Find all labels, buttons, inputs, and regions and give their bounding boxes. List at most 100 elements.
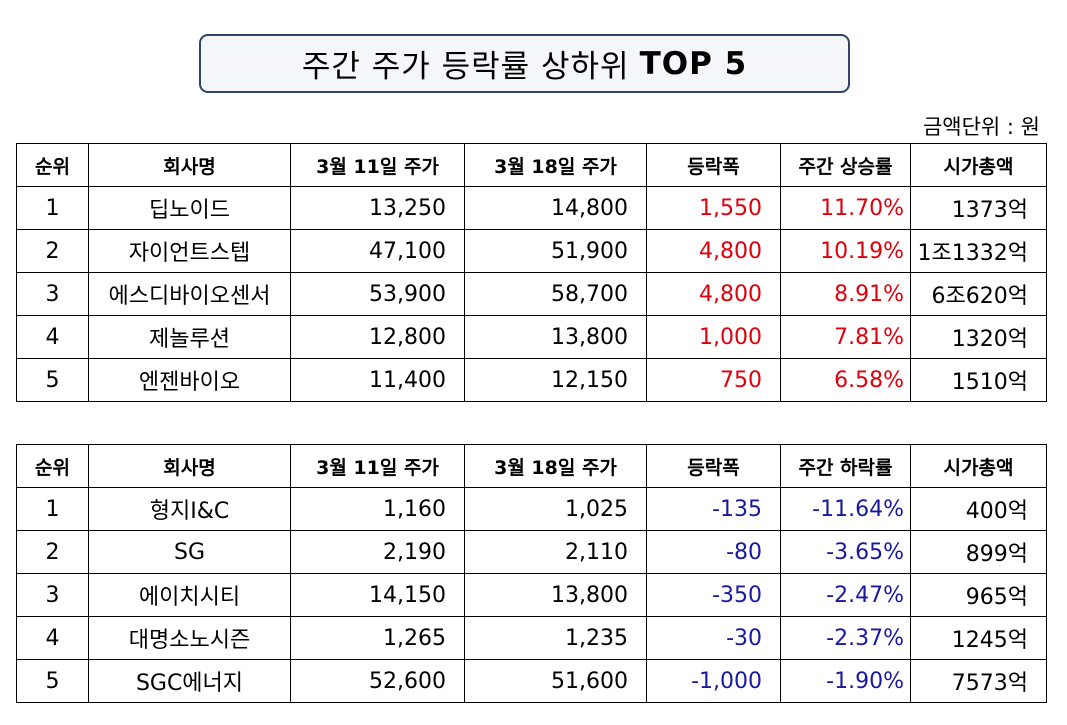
price-mar11-cell: 1,160 (290, 487, 465, 531)
table-row: 4 대명소노시즌 1,265 1,235 -30 -2.37% 1245억 (16, 616, 1047, 660)
table-row: 5 엔젠바이오 11,400 12,150 750 6.58% 1510억 (16, 358, 1047, 402)
change-cell: -350 (646, 573, 781, 617)
company-cell: 대명소노시즌 (88, 616, 291, 660)
market-cap-cell: 7573억 (910, 659, 1047, 703)
company-cell: SG (88, 530, 291, 574)
change-cell: 750 (646, 358, 781, 402)
price-mar11-cell: 53,900 (290, 272, 465, 316)
price-mar11-cell: 13,250 (290, 186, 465, 230)
header-rank: 순위 (16, 143, 89, 187)
company-cell: 엔젠바이오 (88, 358, 291, 402)
gainers-table: 순위 회사명 3월 11일 주가 3월 18일 주가 등락폭 주간 상승률 시가… (16, 143, 1047, 402)
table-row: 1 딥노이드 13,250 14,800 1,550 11.70% 1373억 (16, 186, 1047, 230)
rate-cell: -1.90% (780, 659, 911, 703)
header-rank: 순위 (16, 444, 89, 488)
market-cap-cell: 6조620억 (910, 272, 1047, 316)
rate-cell: -2.47% (780, 573, 911, 617)
losers-table: 순위 회사명 3월 11일 주가 3월 18일 주가 등락폭 주간 하락률 시가… (16, 444, 1047, 703)
title-highlight: TOP 5 (639, 45, 748, 82)
rate-cell: -2.37% (780, 616, 911, 660)
price-mar18-cell: 1,235 (464, 616, 647, 660)
price-mar11-cell: 12,800 (290, 315, 465, 359)
header-price-mar18: 3월 18일 주가 (464, 143, 647, 187)
company-cell: 에스디바이오센서 (88, 272, 291, 316)
price-mar18-cell: 2,110 (464, 530, 647, 574)
market-cap-cell: 1245억 (910, 616, 1047, 660)
header-weekly-rate: 주간 상승률 (780, 143, 911, 187)
header-change: 등락폭 (646, 143, 781, 187)
change-cell: 4,800 (646, 272, 781, 316)
header-price-mar18: 3월 18일 주가 (464, 444, 647, 488)
price-mar11-cell: 11,400 (290, 358, 465, 402)
header-company: 회사명 (88, 444, 291, 488)
price-mar11-cell: 14,150 (290, 573, 465, 617)
change-cell: 1,000 (646, 315, 781, 359)
price-mar18-cell: 14,800 (464, 186, 647, 230)
company-cell: 자이언트스텝 (88, 229, 291, 273)
market-cap-cell: 899억 (910, 530, 1047, 574)
rate-cell: 7.81% (780, 315, 911, 359)
change-cell: -135 (646, 487, 781, 531)
unit-label: 금액단위 : 원 (922, 115, 1040, 139)
change-cell: -1,000 (646, 659, 781, 703)
page-title: 주간 주가 등락률 상하위 TOP 5 (199, 34, 850, 93)
rate-cell: -11.64% (780, 487, 911, 531)
rank-cell: 2 (16, 229, 89, 273)
header-price-mar11: 3월 11일 주가 (290, 444, 465, 488)
market-cap-cell: 1373억 (910, 186, 1047, 230)
header-market-cap: 시가총액 (910, 143, 1047, 187)
market-cap-cell: 1320억 (910, 315, 1047, 359)
table-row: 2 SG 2,190 2,110 -80 -3.65% 899억 (16, 530, 1047, 574)
price-mar11-cell: 47,100 (290, 229, 465, 273)
rank-cell: 5 (16, 358, 89, 402)
table-row: 5 SGC에너지 52,600 51,600 -1,000 -1.90% 757… (16, 659, 1047, 703)
table-row: 3 에이치시티 14,150 13,800 -350 -2.47% 965억 (16, 573, 1047, 617)
title-text: 주간 주가 등락률 상하위 (301, 49, 630, 85)
market-cap-cell: 965억 (910, 573, 1047, 617)
rate-cell: 8.91% (780, 272, 911, 316)
table-row: 1 형지I&C 1,160 1,025 -135 -11.64% 400억 (16, 487, 1047, 531)
market-cap-cell: 400억 (910, 487, 1047, 531)
rank-cell: 1 (16, 186, 89, 230)
price-mar18-cell: 12,150 (464, 358, 647, 402)
price-mar18-cell: 51,900 (464, 229, 647, 273)
rank-cell: 4 (16, 315, 89, 359)
rate-cell: 6.58% (780, 358, 911, 402)
rate-cell: 10.19% (780, 229, 911, 273)
rate-cell: -3.65% (780, 530, 911, 574)
company-cell: 에이치시티 (88, 573, 291, 617)
table-row: 4 제놀루션 12,800 13,800 1,000 7.81% 1320억 (16, 315, 1047, 359)
price-mar18-cell: 51,600 (464, 659, 647, 703)
rank-cell: 5 (16, 659, 89, 703)
change-cell: 1,550 (646, 186, 781, 230)
company-cell: 제놀루션 (88, 315, 291, 359)
price-mar11-cell: 52,600 (290, 659, 465, 703)
company-cell: 형지I&C (88, 487, 291, 531)
price-mar18-cell: 13,800 (464, 573, 647, 617)
rank-cell: 1 (16, 487, 89, 531)
price-mar18-cell: 58,700 (464, 272, 647, 316)
header-change: 등락폭 (646, 444, 781, 488)
change-cell: -30 (646, 616, 781, 660)
rank-cell: 3 (16, 573, 89, 617)
gainers-header-row: 순위 회사명 3월 11일 주가 3월 18일 주가 등락폭 주간 상승률 시가… (16, 143, 1047, 187)
price-mar18-cell: 13,800 (464, 315, 647, 359)
header-weekly-rate: 주간 하락률 (780, 444, 911, 488)
market-cap-cell: 1조1332억 (910, 229, 1047, 273)
table-row: 2 자이언트스텝 47,100 51,900 4,800 10.19% 1조13… (16, 229, 1047, 273)
rank-cell: 2 (16, 530, 89, 574)
rank-cell: 3 (16, 272, 89, 316)
rate-cell: 11.70% (780, 186, 911, 230)
change-cell: -80 (646, 530, 781, 574)
header-company: 회사명 (88, 143, 291, 187)
losers-header-row: 순위 회사명 3월 11일 주가 3월 18일 주가 등락폭 주간 하락률 시가… (16, 444, 1047, 488)
price-mar11-cell: 2,190 (290, 530, 465, 574)
company-cell: SGC에너지 (88, 659, 291, 703)
price-mar11-cell: 1,265 (290, 616, 465, 660)
price-mar18-cell: 1,025 (464, 487, 647, 531)
change-cell: 4,800 (646, 229, 781, 273)
table-row: 3 에스디바이오센서 53,900 58,700 4,800 8.91% 6조6… (16, 272, 1047, 316)
company-cell: 딥노이드 (88, 186, 291, 230)
rank-cell: 4 (16, 616, 89, 660)
market-cap-cell: 1510억 (910, 358, 1047, 402)
